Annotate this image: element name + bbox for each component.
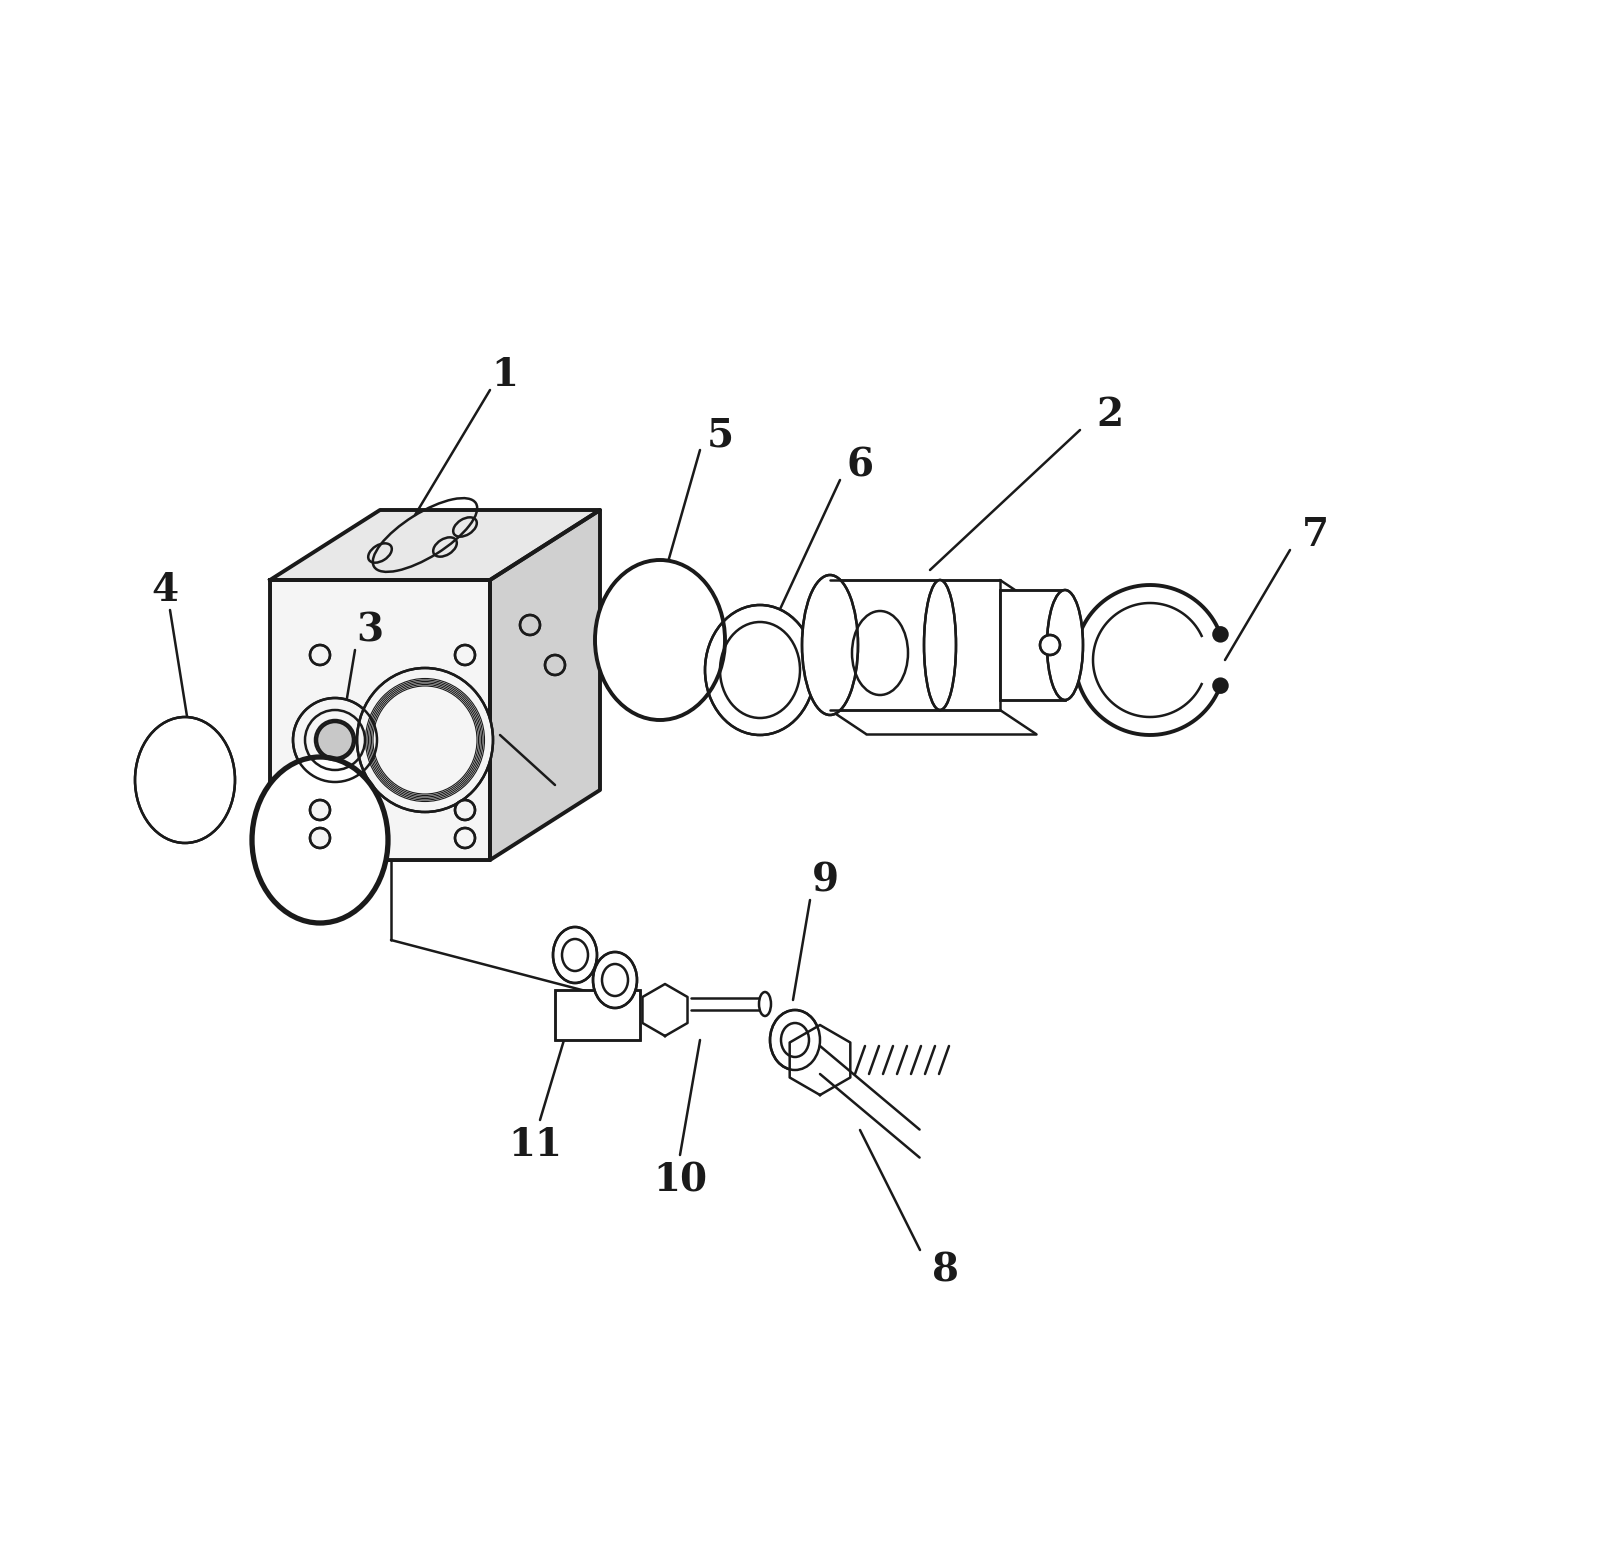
Ellipse shape: [546, 656, 565, 675]
Ellipse shape: [1047, 590, 1083, 700]
Ellipse shape: [358, 668, 494, 812]
Ellipse shape: [1214, 679, 1227, 693]
Ellipse shape: [759, 992, 771, 1016]
Bar: [831, 581, 1001, 711]
Text: 11: 11: [508, 1125, 562, 1164]
Polygon shape: [643, 984, 688, 1036]
Text: 10: 10: [652, 1161, 708, 1199]
Ellipse shape: [1039, 635, 1060, 656]
Ellipse shape: [134, 717, 235, 844]
Bar: [1001, 590, 1065, 700]
Ellipse shape: [455, 800, 474, 820]
Ellipse shape: [801, 574, 858, 715]
Ellipse shape: [293, 698, 377, 782]
Ellipse shape: [704, 606, 814, 736]
Text: 2: 2: [1096, 396, 1124, 434]
Bar: [555, 991, 640, 1041]
Text: 7: 7: [1302, 516, 1329, 554]
Ellipse shape: [253, 757, 389, 923]
Polygon shape: [270, 581, 491, 861]
Polygon shape: [790, 1025, 850, 1096]
Text: 1: 1: [492, 355, 518, 394]
Ellipse shape: [309, 828, 330, 848]
Ellipse shape: [593, 952, 636, 1008]
Ellipse shape: [520, 615, 541, 635]
Ellipse shape: [771, 1009, 819, 1070]
Ellipse shape: [455, 645, 474, 665]
Ellipse shape: [596, 560, 725, 720]
Bar: [555, 991, 640, 1041]
Bar: [1001, 590, 1065, 700]
Ellipse shape: [309, 800, 330, 820]
Ellipse shape: [1214, 628, 1227, 642]
Text: 6: 6: [847, 446, 874, 484]
Text: 8: 8: [931, 1250, 958, 1290]
Ellipse shape: [924, 581, 955, 711]
Text: 4: 4: [152, 571, 178, 609]
Text: 3: 3: [356, 610, 384, 649]
Ellipse shape: [455, 828, 474, 848]
Ellipse shape: [317, 721, 353, 757]
Ellipse shape: [309, 645, 330, 665]
Polygon shape: [270, 510, 601, 581]
Text: 9: 9: [811, 861, 839, 898]
Polygon shape: [491, 510, 601, 861]
Text: 5: 5: [706, 416, 733, 454]
Ellipse shape: [554, 926, 597, 983]
